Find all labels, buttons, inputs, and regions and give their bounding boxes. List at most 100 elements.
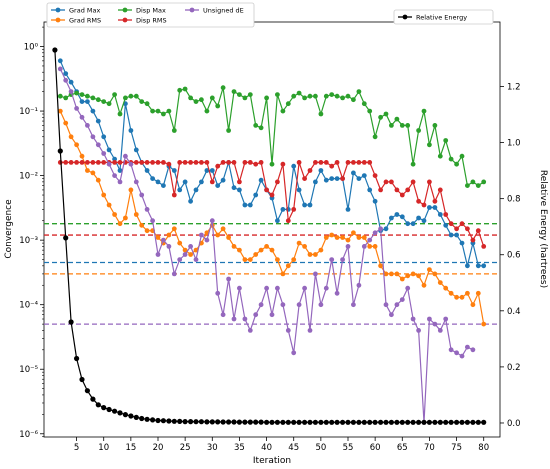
data-point [291,350,297,356]
data-point [296,187,302,193]
data-point [302,419,308,425]
data-point [313,271,318,277]
data-point [443,212,449,217]
data-point [383,419,389,425]
data-point [340,257,345,262]
series-line [54,49,484,423]
y-right-tick-label: 0.8 [507,195,521,205]
x-axis-label: Iteration [253,456,291,466]
data-point [318,168,324,173]
data-point [394,187,400,193]
data-point [399,297,405,302]
data-point [193,419,199,425]
data-point [296,240,302,246]
data-point [280,108,286,114]
data-point [465,183,470,189]
data-point [351,160,356,165]
data-point [351,170,356,176]
data-point [367,419,373,425]
data-point [112,92,117,97]
data-point [465,226,470,232]
data-point [242,419,248,425]
data-point [448,347,454,353]
data-point [481,244,487,249]
data-point [133,93,139,99]
data-point [465,263,470,269]
data-point [204,237,210,243]
data-point [388,419,394,425]
data-point [79,99,85,104]
data-point [57,148,63,154]
data-point [74,355,80,362]
legend-entry: Disp Max [118,7,166,15]
data-point [57,160,63,165]
data-point [329,92,335,97]
data-point [432,321,438,327]
y-axis-right-label: Relative Energy (hartrees) [538,170,548,288]
y-tick-label: 10⁻³ [19,236,38,246]
data-point [367,160,373,165]
data-point [79,114,85,120]
data-point [437,419,443,425]
data-point [85,168,90,173]
data-point [394,419,400,425]
data-point [74,90,79,96]
data-point [307,168,313,173]
data-point [220,226,226,232]
data-point [350,419,356,425]
data-point [454,419,460,425]
data-point [394,212,400,217]
data-point [231,419,237,425]
data-point [123,153,128,159]
data-point [307,252,313,257]
data-point [329,176,335,182]
data-point [226,160,232,165]
y-axis-label: Convergence [4,199,14,259]
series-disp-rms [57,160,487,249]
legend-label: Unsigned dE [203,7,244,15]
data-point [361,235,367,240]
data-point [416,419,422,425]
series-disp-max [57,85,487,189]
threshold-lines [44,223,500,325]
data-point [63,95,69,101]
data-point [182,160,188,165]
data-point [340,95,345,101]
data-point [275,92,280,97]
data-point [68,319,74,325]
data-point [481,321,487,327]
data-point [237,179,242,185]
data-point [95,160,101,165]
x-tick-label: 30 [207,443,218,453]
data-point [247,257,253,262]
x-tick-label: 15 [125,443,136,453]
data-point [171,271,177,277]
data-point [193,187,199,193]
data-point [437,187,443,193]
data-point [199,160,204,165]
data-point [307,202,313,208]
x-tick-label: 60 [370,443,381,453]
data-point [312,419,318,425]
data-point [144,160,150,165]
data-point [269,247,275,253]
data-point [302,176,307,182]
data-point [378,187,383,193]
data-point [378,419,384,425]
data-point [95,402,101,408]
data-point [302,244,307,249]
data-point [193,99,199,104]
data-point [372,244,378,249]
data-point [399,214,405,220]
data-point [313,93,318,99]
data-point [285,263,291,269]
data-point [443,419,449,425]
data-point [432,123,438,128]
data-point [275,257,280,262]
data-point [150,218,156,224]
data-point [356,176,362,182]
data-point [215,232,221,238]
data-point [188,244,194,249]
data-point [329,232,335,238]
legend-marker [122,17,128,23]
